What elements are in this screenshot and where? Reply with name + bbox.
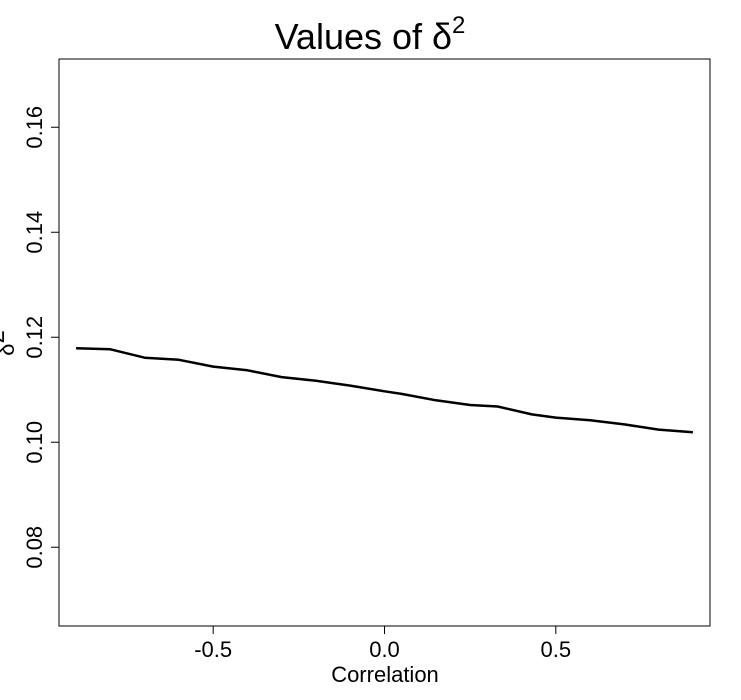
x-axis-label: Correlation [331, 662, 439, 687]
x-tick-label: 0.5 [541, 637, 572, 662]
y-axis-label: δ2 [0, 330, 19, 356]
plot-frame [58, 58, 711, 627]
y-tick-label: 0.16 [22, 106, 47, 149]
series-line [76, 347, 693, 434]
y-axis: 0.08 0.10 0.12 0.14 0.16 [22, 106, 59, 569]
y-tick-label: 0.12 [22, 316, 47, 359]
y-tick-label: 0.08 [22, 526, 47, 569]
x-axis: -0.5 0.0 0.5 [194, 626, 571, 662]
series-layer [76, 347, 693, 434]
x-tick-label: -0.5 [194, 637, 232, 662]
chart-title: Values of δ2 [275, 12, 466, 57]
y-tick-label: 0.10 [22, 421, 47, 464]
x-tick-label: 0.0 [369, 637, 400, 662]
y-tick-label: 0.14 [22, 211, 47, 254]
